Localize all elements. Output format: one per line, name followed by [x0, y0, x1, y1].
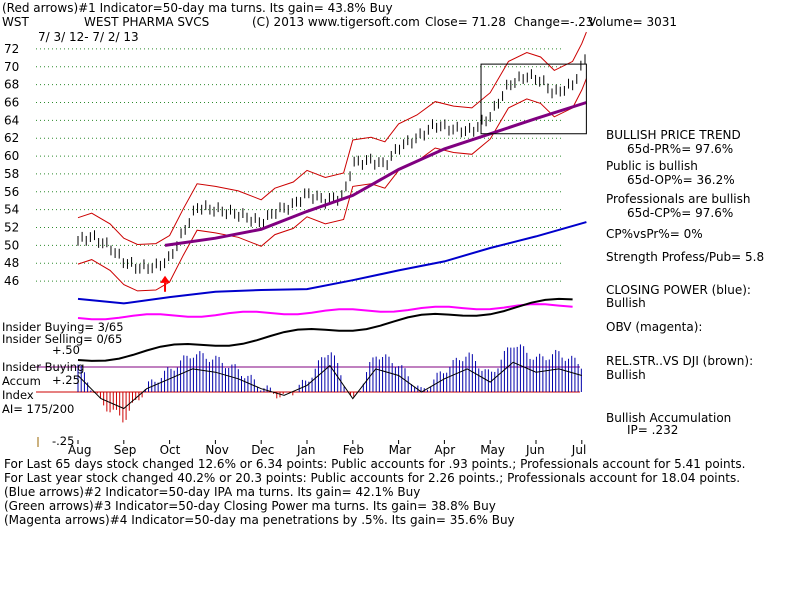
- op-value: 65d-OP%= 36.2%: [627, 173, 735, 187]
- y-tick-label: 68: [4, 78, 19, 92]
- month-label: Jun: [525, 443, 545, 457]
- ticker: WST: [2, 15, 29, 29]
- footer-magenta-arrows: (Magenta arrows)#4 Indicator=50-day ma p…: [4, 513, 515, 527]
- obv-line: [77, 303, 573, 321]
- accum-label: Accum: [2, 374, 41, 388]
- closing-power-state: Bullish: [606, 296, 646, 310]
- y-tick-label: 50: [4, 238, 19, 252]
- month-label: Aug: [68, 443, 91, 457]
- public-state: Public is bullish: [606, 159, 698, 173]
- relstr-line: [77, 297, 573, 362]
- pros-state: Professionals are bullish: [606, 192, 751, 206]
- trend-title: BULLISH PRICE TREND: [606, 128, 741, 142]
- chart-series: [77, 54, 587, 362]
- accum-plus50-label: +.50: [52, 343, 80, 357]
- y-tick-label: 60: [4, 149, 19, 163]
- cp-value: 65d-CP%= 97.6%: [627, 206, 734, 220]
- month-label: May: [480, 443, 505, 457]
- header-line1: (Red arrows)#1 Indicator=50-day ma turns…: [2, 1, 393, 15]
- accumulation-state: Bullish Accumulation: [606, 411, 732, 425]
- strength-ratio: Strength Profess/Pub= 5.8: [606, 250, 765, 264]
- month-label: Oct: [160, 443, 181, 457]
- y-tick-label: 70: [4, 60, 19, 74]
- month-label: Mar: [389, 443, 412, 457]
- month-label: Jul: [571, 443, 586, 457]
- accum-minus25-label: -.25: [52, 434, 75, 448]
- y-tick-label: 66: [4, 96, 19, 110]
- month-label: Feb: [343, 443, 364, 457]
- cp-vs-pr: CP%vsPr%= 0%: [606, 227, 703, 241]
- index-label: Index: [2, 388, 34, 402]
- date-range: 7/ 3/ 12- 7/ 2/ 13: [38, 30, 139, 44]
- closing-power-line: [77, 221, 587, 305]
- insider-buying: Insider Buying= 3/65: [2, 320, 124, 334]
- close-value: Close= 71.28: [425, 15, 506, 29]
- y-tick-label: 64: [4, 113, 19, 127]
- pr-value: 65d-PR%= 97.6%: [627, 142, 734, 156]
- company-name: WEST PHARMA SVCS: [84, 15, 210, 29]
- x-axis-months: Aug Sep Oct Nov Dec Jan Feb Mar Apr May Jun Jul: [68, 440, 586, 457]
- ai-value: AI= 175/200: [2, 402, 75, 416]
- y-tick-label: 56: [4, 185, 19, 199]
- insider-buying-label2: Insider Buying: [2, 360, 85, 374]
- ip-value: IP= .232: [627, 423, 679, 437]
- footer-year: For Last year stock changed 40.2% or 20.…: [4, 471, 741, 485]
- relstr-label: REL.STR..VS DJI (brown):: [606, 354, 754, 368]
- footer-green-arrows: (Green arrows)#3 Indicator=50-day Closin…: [4, 499, 496, 513]
- lower-band: [77, 78, 587, 292]
- copyright: (C) 2013 www.tigersoft.com: [252, 15, 420, 29]
- y-tick-label: 72: [4, 42, 19, 56]
- month-label: Nov: [205, 443, 228, 457]
- insider-selling: Insider Selling= 0/65: [2, 332, 123, 346]
- month-label: Dec: [251, 443, 274, 457]
- accumulation-index: [36, 344, 582, 447]
- volume-value: Volume= 3031: [588, 15, 678, 29]
- gridlines: [36, 48, 562, 282]
- obv-label: OBV (magenta):: [606, 320, 703, 334]
- relstr-state: Bullish: [606, 368, 646, 382]
- month-label: Sep: [114, 443, 137, 457]
- price-bands: [77, 31, 587, 292]
- closing-power-label: CLOSING POWER (blue):: [606, 283, 751, 297]
- breakout-box: [480, 63, 587, 135]
- y-tick-label: 52: [4, 221, 19, 235]
- accum-plus25-label: +.25: [52, 373, 80, 387]
- y-tick-label: 46: [4, 274, 19, 288]
- month-label: Apr: [434, 443, 455, 457]
- y-tick-label: 58: [4, 167, 19, 181]
- accum-ma-line: [77, 361, 582, 410]
- footer-blue-arrows: (Blue arrows)#2 Indicator=50-day IPA ma …: [4, 485, 421, 499]
- y-tick-label: 48: [4, 256, 19, 270]
- upper-band: [77, 31, 587, 246]
- y-tick-label: 62: [4, 131, 19, 145]
- change-value: Change=-.23: [514, 15, 594, 29]
- buy-arrow-head: [160, 275, 171, 283]
- ma50-line: [164, 101, 587, 247]
- y-axis-ticks: 46 48 50 52 54 56 58 60 62 64 66 68 70 72: [4, 42, 19, 288]
- footer-65day: For Last 65 days stock changed 12.6% or …: [4, 457, 746, 471]
- month-label: Jan: [296, 443, 316, 457]
- y-tick-label: 54: [4, 203, 19, 217]
